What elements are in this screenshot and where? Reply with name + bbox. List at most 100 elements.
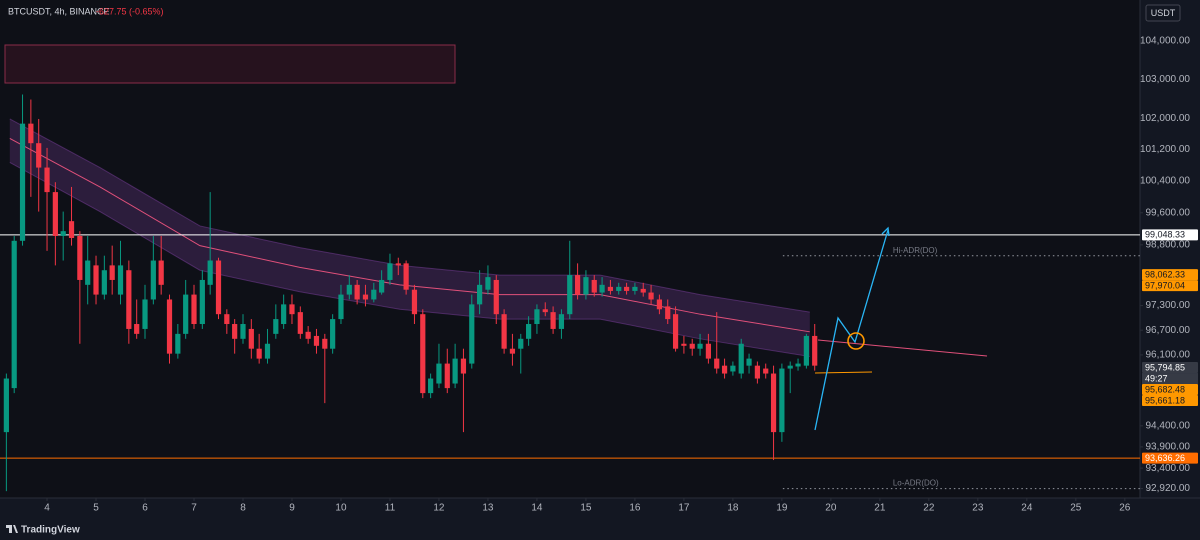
price-label-box (1142, 229, 1198, 241)
candle-body (289, 304, 295, 315)
price-label-box (1142, 362, 1198, 374)
candle-body (28, 123, 34, 144)
candle-body (787, 365, 793, 369)
candle-body (44, 167, 50, 193)
candle-body (697, 343, 703, 349)
candle-body (240, 324, 246, 339)
candle-body (509, 348, 516, 354)
x-tick-label: 16 (629, 503, 641, 514)
candle-body (550, 312, 556, 329)
candle-body (191, 294, 197, 325)
candle-body (444, 363, 450, 389)
candle-body (738, 343, 744, 374)
candle-body (264, 343, 271, 359)
candle-body (77, 235, 83, 280)
ma-band (9, 118, 810, 357)
candle-body (730, 365, 736, 372)
countdown-box (1142, 373, 1198, 385)
x-tick-label: 4 (44, 503, 50, 514)
candle-body (436, 363, 442, 384)
x-tick-label: 21 (874, 503, 886, 514)
y-tick-label: 93,900.00 (1146, 442, 1191, 453)
candle-body (681, 343, 687, 346)
candle-body (134, 324, 140, 334)
candle-body (199, 279, 205, 325)
candle-body (485, 277, 491, 290)
candle-body (534, 309, 540, 325)
price-label: 95,682.48 (1145, 384, 1185, 394)
candle-body (623, 286, 630, 291)
candle-body (273, 319, 279, 334)
candle-body (770, 373, 777, 433)
candle-body (746, 358, 752, 366)
candles-layer (3, 94, 818, 492)
candle-body (672, 314, 679, 349)
x-tick-label: 26 (1119, 503, 1131, 514)
x-tick-label: 7 (191, 503, 197, 514)
candle-body (779, 368, 785, 433)
x-tick-label: 10 (335, 503, 347, 514)
y-tick-label: 93,400.00 (1146, 463, 1191, 474)
currency[interactable]: USDT (1151, 8, 1176, 18)
candle-body (11, 240, 17, 389)
y-tick-label: 98,800.00 (1146, 239, 1191, 250)
x-tick-label: 22 (923, 503, 935, 514)
candle-body (477, 284, 483, 305)
candle-body (322, 338, 328, 349)
price-label-box (1142, 452, 1198, 464)
candle-body (3, 378, 9, 433)
x-tick-label: 11 (385, 503, 396, 514)
candle-body (460, 358, 467, 374)
countdown: 49:27 (1145, 373, 1168, 383)
price-label-box (1142, 269, 1198, 281)
candle-body (305, 331, 311, 339)
projection-arrow (814, 229, 889, 431)
price-label: 97,970.04 (1145, 280, 1185, 290)
candle-body (501, 314, 507, 349)
currency-button[interactable] (1145, 4, 1181, 22)
x-tick-label: 20 (825, 503, 837, 514)
candle-body (346, 284, 352, 295)
y-tick-label: 102,000.00 (1140, 113, 1190, 124)
price-label-box (1142, 384, 1198, 396)
candle-body (469, 304, 475, 364)
x-tick-label: 13 (482, 503, 494, 514)
projection-line (817, 339, 988, 357)
candle-body (371, 289, 377, 300)
candle-body (117, 265, 124, 295)
x-tick-label: 17 (678, 503, 690, 514)
candle-body (52, 192, 58, 236)
candle-body (126, 270, 132, 329)
supply-zone (4, 44, 456, 84)
candle-body (93, 265, 99, 295)
y-tick-label: 94,400.00 (1146, 420, 1191, 431)
candle-body (803, 335, 809, 366)
candle-body (362, 294, 369, 300)
candle-body (36, 143, 42, 168)
ma-band-edge (9, 162, 810, 358)
candle-body (330, 319, 336, 349)
candle-body (85, 260, 91, 285)
x-tick-label: 14 (531, 503, 543, 514)
candle-body (297, 312, 303, 334)
axis-layer: 104,000.00 103,000.00 102,000.00 101,200.00… (44, 36, 1198, 514)
candle-body (248, 328, 254, 349)
brand-logo (6, 525, 18, 533)
y-tick-label: 104,000.00 (1140, 36, 1190, 47)
candle-body (224, 314, 230, 325)
candle-body (607, 286, 614, 291)
candle-body (567, 275, 573, 315)
candle-body (395, 263, 401, 266)
candle-body (68, 221, 75, 238)
candle-body (142, 299, 148, 329)
candle-body (591, 279, 597, 293)
y-tick-label: 103,000.00 (1140, 74, 1190, 85)
candle-body (599, 284, 605, 293)
x-tick-label: 15 (580, 503, 592, 514)
price-label: 93,636.26 (1145, 453, 1185, 463)
x-tick-label: 24 (1021, 503, 1033, 514)
candle-body (648, 292, 654, 300)
candle-body (207, 260, 213, 285)
lines-layer: Hi-ADR(DO) Lo-ADR(DO) (0, 234, 1140, 490)
